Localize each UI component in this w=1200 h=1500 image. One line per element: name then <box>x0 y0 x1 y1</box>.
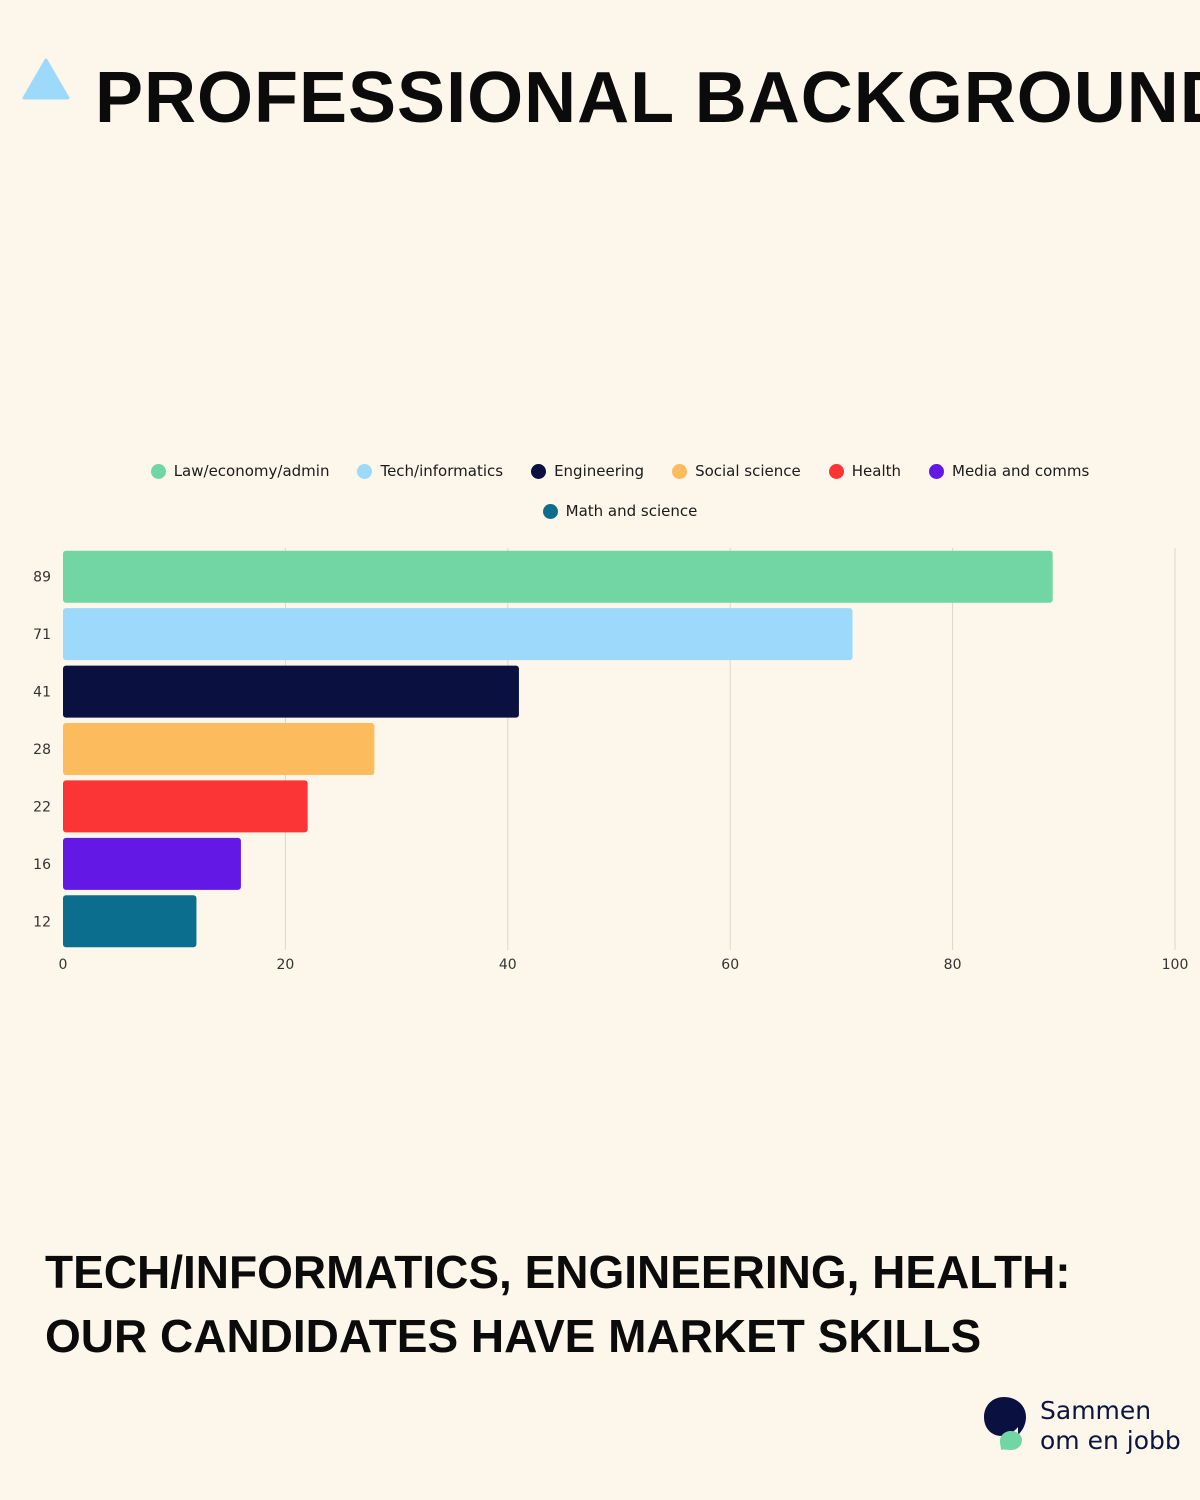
speech-bubble-icon <box>984 1397 1026 1450</box>
chart-legend: Law/economy/admin Tech/informatics Enginee… <box>100 460 1140 522</box>
legend-item[interactable]: Math and science <box>542 500 698 522</box>
x-tick-label: 80 <box>944 957 962 973</box>
legend-swatch <box>828 463 844 479</box>
brand-logo: Sammen om en jobb <box>982 1395 1182 1460</box>
x-tick-label: 20 <box>276 957 294 973</box>
x-tick-label: 40 <box>499 957 517 973</box>
bar <box>63 780 308 833</box>
legend-label: Math and science <box>565 502 698 520</box>
y-tick-label: 41 <box>33 685 51 701</box>
legend-swatch <box>150 463 166 479</box>
bar <box>63 550 1053 603</box>
brand-line-2: om en jobb <box>1040 1426 1181 1455</box>
caption-line-2: OUR CANDIDATES HAVE MARKET SKILLS <box>45 1310 982 1362</box>
bar <box>63 723 375 775</box>
legend-item[interactable]: Law/economy/admin <box>150 460 330 482</box>
bar <box>63 608 853 661</box>
legend-item[interactable]: Media and comms <box>929 460 1089 482</box>
y-tick-label: 89 <box>33 570 51 586</box>
legend-item[interactable]: Engineering <box>531 460 644 482</box>
legend-item[interactable]: Social science <box>672 460 801 482</box>
x-tick-label: 0 <box>59 957 68 973</box>
brand-line-1: Sammen <box>1040 1396 1152 1425</box>
legend-label: Engineering <box>554 462 645 480</box>
legend-swatch <box>531 463 547 479</box>
bar <box>63 895 197 948</box>
x-tick-label: 60 <box>721 957 739 973</box>
y-tick-label: 71 <box>33 627 51 643</box>
legend-label: Law/economy/admin <box>173 462 330 480</box>
bar <box>63 837 241 890</box>
legend-label: Media and comms <box>952 462 1090 480</box>
brand-name: Sammen om en jobb <box>1040 1396 1181 1456</box>
caption-line-1: TECH/INFORMATICS, ENGINEERING, HEALTH: <box>45 1246 1071 1298</box>
y-tick-label: 12 <box>33 914 51 930</box>
bar-chart: 0 20 40 60 80 100 89 71 41 28 22 16 12 <box>33 548 1189 973</box>
legend-label: Social science <box>695 462 801 480</box>
legend-swatch <box>672 463 688 479</box>
legend-item[interactable]: Tech/informatics <box>357 460 503 482</box>
y-tick-label: 22 <box>33 799 51 815</box>
caption: TECH/INFORMATICS, ENGINEERING, HEALTH: O… <box>45 1240 1071 1368</box>
legend-label: Tech/informatics <box>380 462 504 480</box>
page-title: PROFESSIONAL BACKGROUND <box>95 58 1200 138</box>
x-tick-label: 100 <box>1162 957 1189 973</box>
bar <box>63 665 519 718</box>
legend-swatch <box>357 463 373 479</box>
triangle-icon <box>22 58 70 100</box>
legend-swatch <box>929 463 945 479</box>
legend-item[interactable]: Health <box>828 460 902 482</box>
y-tick-label: 16 <box>33 857 51 873</box>
legend-swatch <box>542 503 558 519</box>
y-tick-label: 28 <box>33 742 51 758</box>
legend-label: Health <box>851 462 902 480</box>
